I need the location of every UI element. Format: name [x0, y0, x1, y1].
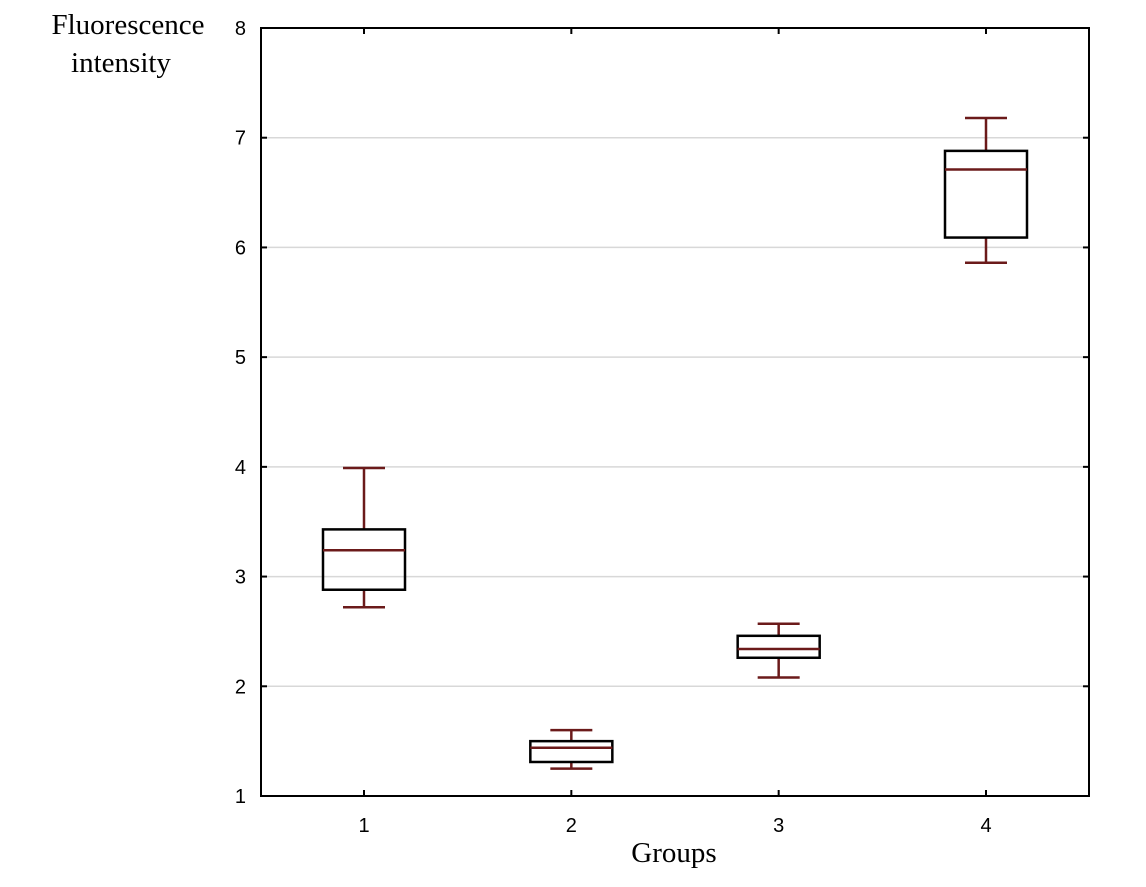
y-axis-title-line-2: intensity [71, 47, 171, 79]
y-axis-title-line-1: Fluorescence [52, 9, 205, 41]
x-axis-title: Groups [631, 837, 716, 869]
y-tick-label: 5 [235, 347, 246, 369]
x-tick-label: 2 [566, 815, 577, 837]
box-iqr [943, 149, 1029, 239]
box-group-3 [736, 622, 821, 679]
box-group-1 [321, 466, 407, 609]
y-tick-label: 6 [235, 237, 246, 259]
box-iqr [529, 739, 614, 764]
plot-frame [260, 27, 1090, 797]
boxes [321, 116, 1029, 770]
box-iqr [736, 634, 821, 660]
y-tick-label: 2 [235, 676, 246, 698]
x-tick-label: 3 [773, 815, 784, 837]
y-tick-label: 4 [235, 457, 246, 479]
x-tick-label: 1 [358, 815, 369, 837]
y-tick-label: 8 [235, 18, 246, 40]
box-group-4 [943, 116, 1029, 265]
box-group-2 [529, 728, 614, 770]
y-tick-label: 1 [235, 786, 246, 808]
axis-ticks: 1 2 3 4 5 6 7 8 1 2 3 4 [235, 18, 1089, 837]
y-tick-label: 3 [235, 567, 246, 589]
box-iqr [321, 528, 407, 591]
gridlines [261, 136, 1089, 688]
x-tick-label: 4 [980, 815, 991, 837]
y-tick-label: 7 [235, 128, 246, 150]
